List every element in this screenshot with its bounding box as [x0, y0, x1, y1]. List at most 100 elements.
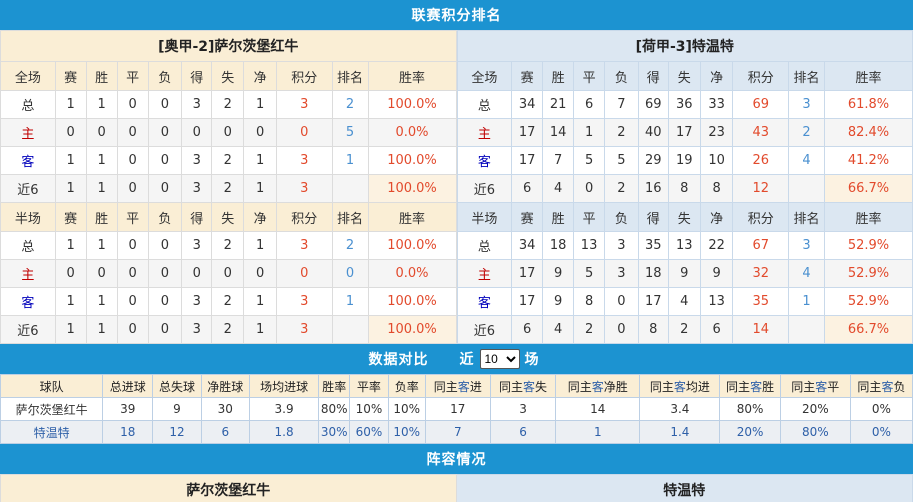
stat-value: 9 [699, 259, 734, 288]
stat-value: 0 [116, 146, 149, 175]
stat-value: 0 [181, 259, 213, 288]
row-label: 近6 [456, 315, 513, 344]
stat-col-header: 得 [181, 61, 213, 91]
stat-value: 3 [181, 287, 213, 316]
stat-value: 0 [331, 259, 369, 288]
compare-value: 10% [387, 397, 426, 421]
stat-value: 17 [511, 259, 544, 288]
stat-value: 0 [147, 259, 183, 288]
stat-value: 0 [181, 118, 213, 147]
stat-value: 0.0% [367, 118, 457, 147]
compare-team-name: 特温特 [0, 420, 104, 444]
compare-team-name: 萨尔茨堡红牛 [0, 397, 104, 421]
stat-value: 13 [573, 231, 606, 260]
stat-value: 69 [732, 90, 790, 119]
team-title: [荷甲-3]特温特 [456, 30, 913, 62]
data-compare-table: 球队 总进球 总失球 净胜球 场均进球 胜率 平率 负率 同主客进 同主客失 同主客净胜 同主客均进同… [0, 374, 913, 444]
stat-value: 1 [54, 90, 87, 119]
standings-table-home: [奥甲-2]萨尔茨堡红牛 全场赛胜平负得失净积分 排名 胜率总 1 1 0 0 3 2 1 3 2 100… [0, 30, 457, 344]
stat-col-header: 排名 [331, 202, 369, 232]
stat-value: 0 [147, 231, 183, 260]
compare-value: 6 [489, 420, 557, 444]
stat-col-header: 失 [211, 61, 245, 91]
stat-value: 1 [85, 146, 118, 175]
stat-value: 4 [788, 259, 826, 288]
compare-value: 1.4 [639, 420, 721, 444]
stat-value: 1 [85, 231, 118, 260]
scope-col-header: 全场 [0, 61, 56, 91]
compare-value: 20% [779, 397, 851, 421]
stat-value: 17 [511, 146, 544, 175]
stat-value: 0 [116, 174, 149, 203]
row-label: 总 [456, 231, 513, 260]
stat-value: 0 [147, 174, 183, 203]
stat-value: 3 [604, 259, 639, 288]
scope-col-header: 半场 [456, 202, 513, 232]
stat-col-header: 胜率 [367, 61, 457, 91]
compare-value: 30 [200, 397, 250, 421]
stat-col-header: 负 [147, 202, 183, 232]
stat-value: 13 [699, 287, 734, 316]
stat-value: 3 [275, 231, 333, 260]
recent-matches-select[interactable]: 10 [479, 349, 520, 369]
stat-value: 2 [211, 231, 245, 260]
compare-col-header: 同主客净胜 [555, 374, 641, 398]
stat-col-header: 得 [637, 61, 669, 91]
compare-value: 39 [102, 397, 154, 421]
stat-value: 14 [732, 315, 790, 344]
compare-col-header: 场均进球 [248, 374, 320, 398]
stat-value: 0 [116, 231, 149, 260]
stat-col-header: 积分 [275, 61, 333, 91]
stat-value: 2 [788, 118, 826, 147]
stat-value: 4 [667, 287, 701, 316]
stat-value: 0 [116, 118, 149, 147]
stat-value: 2 [211, 315, 245, 344]
stat-value: 1 [243, 90, 277, 119]
compare-col-header: 总进球 [102, 374, 154, 398]
stat-col-header: 平 [573, 61, 606, 91]
stat-col-header: 积分 [732, 202, 790, 232]
stat-value: 5 [331, 118, 369, 147]
stat-col-header: 赛 [54, 202, 87, 232]
league-ranking-title: 联赛积分排名 [411, 8, 502, 24]
stat-value: 34 [511, 231, 544, 260]
scope-col-header: 半场 [0, 202, 56, 232]
stat-value: 3 [181, 174, 213, 203]
row-label: 近6 [0, 315, 56, 344]
stat-value: 2 [211, 287, 245, 316]
stat-col-header: 赛 [511, 202, 544, 232]
stat-value: 0.0% [367, 259, 457, 288]
stat-value: 100.0% [367, 174, 457, 203]
row-label: 总 [456, 90, 513, 119]
stat-value: 52.9% [824, 259, 913, 288]
stat-value: 5 [573, 259, 606, 288]
stat-value: 1 [331, 287, 369, 316]
stat-value: 1 [54, 146, 87, 175]
stat-value: 3 [181, 315, 213, 344]
stat-value: 1 [243, 231, 277, 260]
compare-value: 3 [489, 397, 557, 421]
stat-value: 6 [511, 174, 544, 203]
stat-value: 0 [275, 118, 333, 147]
stat-value: 69 [637, 90, 669, 119]
stat-value: 41.2% [824, 146, 913, 175]
stat-value: 3 [275, 174, 333, 203]
lineup-team-home: 萨尔茨堡红牛 [0, 474, 457, 502]
compare-value: 6 [200, 420, 250, 444]
row-label: 客 [456, 146, 513, 175]
stat-col-header: 平 [116, 202, 149, 232]
compare-col-header: 同主客负 [849, 374, 913, 398]
stat-value: 61.8% [824, 90, 913, 119]
row-label: 近6 [456, 174, 513, 203]
stat-value: 17 [637, 287, 669, 316]
stat-col-header: 胜率 [824, 61, 913, 91]
stat-value: 3 [181, 146, 213, 175]
stat-value: 34 [511, 90, 544, 119]
compare-col-header: 同主客胜 [719, 374, 781, 398]
stat-col-header: 积分 [732, 61, 790, 91]
stat-value [788, 315, 826, 344]
stat-value [788, 174, 826, 203]
stat-value: 0 [147, 118, 183, 147]
stat-col-header: 排名 [788, 61, 826, 91]
stat-value: 1 [331, 146, 369, 175]
